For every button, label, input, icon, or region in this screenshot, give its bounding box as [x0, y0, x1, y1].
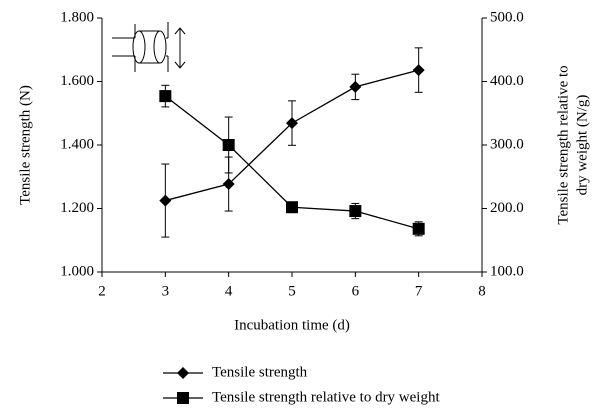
x-tick-label: 3: [162, 283, 170, 299]
x-tick-label: 4: [225, 283, 233, 299]
y-tick-label: 1.600: [60, 73, 94, 89]
marker: [177, 392, 189, 404]
x-tick-label: 7: [415, 283, 423, 299]
marker: [222, 139, 235, 151]
y-tick-label: 1.400: [60, 136, 94, 152]
marker: [286, 117, 298, 130]
y2-tick-label: 400.0: [490, 73, 524, 89]
sample-icon: [112, 22, 186, 72]
y2-tick-label: 100.0: [490, 263, 524, 279]
x-tick-label: 6: [352, 283, 360, 299]
y2-axis-label: Tensile strength relative to: [555, 65, 571, 224]
marker: [177, 367, 189, 379]
y-tick-label: 1.000: [60, 263, 94, 279]
marker: [286, 201, 298, 214]
marker: [412, 64, 425, 77]
marker: [349, 80, 362, 93]
marker: [222, 178, 235, 191]
marker: [349, 205, 362, 218]
x-tick-label: 5: [288, 283, 296, 299]
x-tick-label: 2: [98, 283, 106, 299]
legend-label: Tensile strength: [212, 364, 308, 380]
marker: [412, 222, 425, 235]
y-axis-label: Tensile strength (N): [17, 85, 33, 205]
x-axis-label: Incubation time (d): [234, 317, 350, 333]
y-tick-label: 1.800: [60, 9, 94, 25]
y2-axis-label: dry weight (N/g): [574, 95, 590, 196]
y2-tick-label: 300.0: [490, 136, 524, 152]
x-tick-label: 8: [478, 283, 486, 299]
y2-tick-label: 500.0: [490, 9, 524, 25]
y-tick-label: 1.200: [60, 200, 94, 216]
y2-tick-label: 200.0: [490, 200, 524, 216]
marker: [159, 90, 172, 103]
marker: [159, 194, 172, 207]
legend-label: Tensile strength relative to dry weight: [212, 389, 440, 405]
